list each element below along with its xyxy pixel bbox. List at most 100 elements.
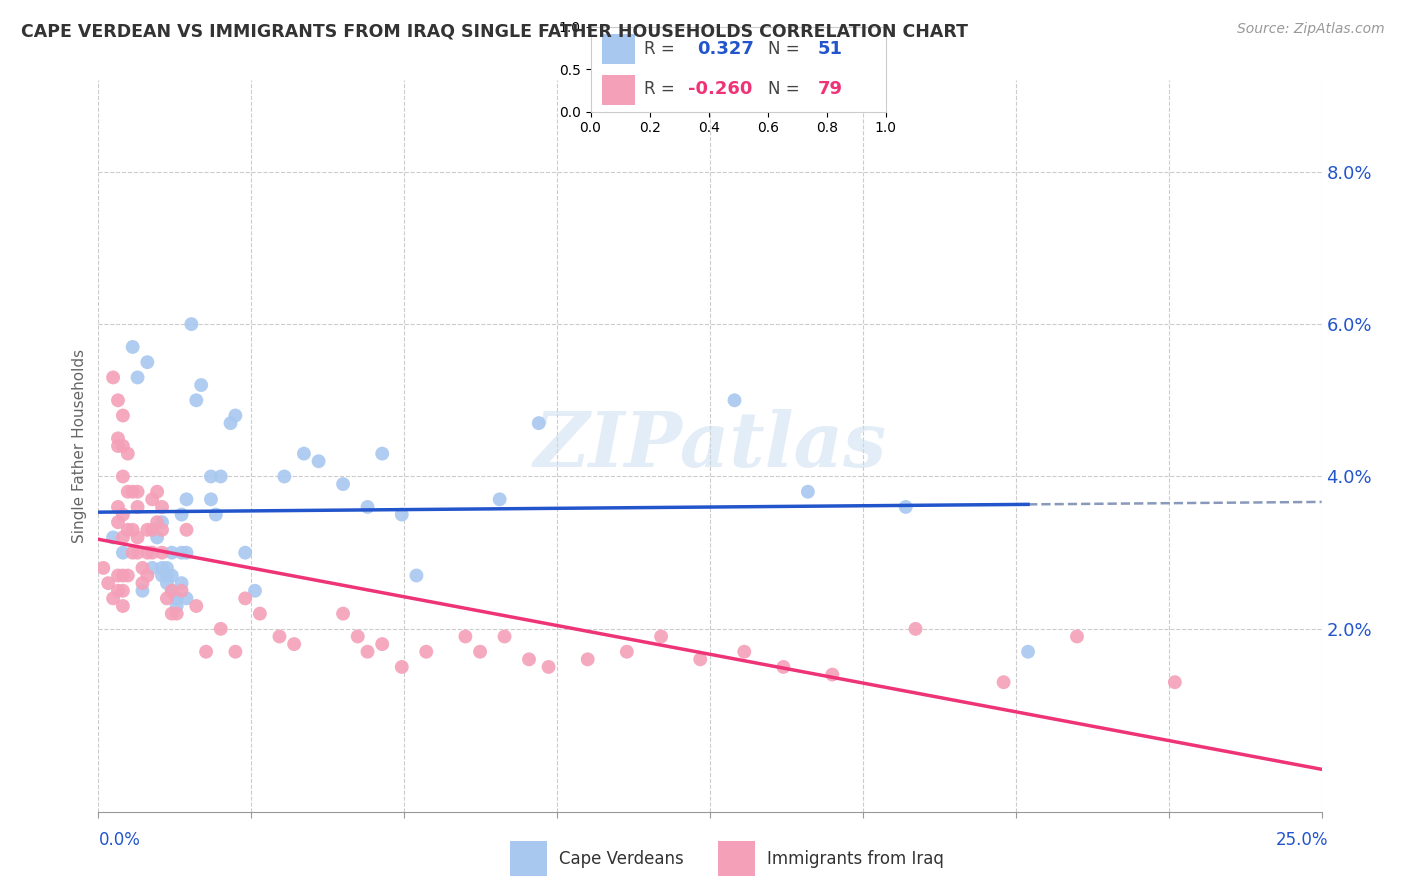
Point <box>517 652 540 666</box>
Point <box>141 561 163 575</box>
Point <box>141 492 163 507</box>
Point <box>1017 645 1039 659</box>
Point <box>494 630 516 644</box>
Point <box>131 561 153 575</box>
Point <box>156 576 179 591</box>
Point <box>454 630 477 644</box>
Point <box>821 667 844 681</box>
Point <box>146 530 169 544</box>
FancyBboxPatch shape <box>718 841 755 876</box>
Text: ZIPatlas: ZIPatlas <box>533 409 887 483</box>
Point <box>117 447 139 461</box>
Point <box>371 637 394 651</box>
Text: 25.0%: 25.0% <box>1277 831 1329 849</box>
Point <box>136 355 159 369</box>
Point <box>180 317 202 331</box>
Point <box>136 568 159 582</box>
Text: R =: R = <box>644 40 675 58</box>
Point <box>332 607 354 621</box>
Point <box>391 660 413 674</box>
Point <box>332 477 354 491</box>
Point <box>107 583 129 598</box>
Point <box>176 591 198 606</box>
Y-axis label: Single Father Households: Single Father Households <box>72 349 87 543</box>
Text: 79: 79 <box>818 80 842 98</box>
Point <box>195 645 218 659</box>
Point <box>527 416 550 430</box>
Text: 51: 51 <box>818 40 842 58</box>
Text: 0.0%: 0.0% <box>98 831 141 849</box>
Point <box>723 393 745 408</box>
Point <box>391 508 413 522</box>
Point <box>1164 675 1187 690</box>
Point <box>150 500 173 514</box>
Point <box>176 546 198 560</box>
Point <box>224 645 246 659</box>
Point <box>141 546 163 560</box>
Point <box>156 568 179 582</box>
Point <box>415 645 437 659</box>
FancyBboxPatch shape <box>510 841 547 876</box>
Point <box>166 599 188 613</box>
Text: Source: ZipAtlas.com: Source: ZipAtlas.com <box>1237 22 1385 37</box>
Point <box>576 652 599 666</box>
Point <box>904 622 927 636</box>
Point <box>356 500 378 514</box>
Point <box>111 583 134 598</box>
Point <box>283 637 305 651</box>
Point <box>190 378 212 392</box>
Text: N =: N = <box>768 40 799 58</box>
Point <box>170 576 193 591</box>
Point <box>346 630 368 644</box>
Point <box>308 454 330 468</box>
Point <box>200 492 222 507</box>
Text: N =: N = <box>768 80 799 98</box>
Text: Cape Verdeans: Cape Verdeans <box>560 849 683 868</box>
Point <box>156 561 179 575</box>
Point <box>107 568 129 582</box>
Point <box>136 546 159 560</box>
Point <box>160 568 183 582</box>
Point <box>176 492 198 507</box>
Text: -0.260: -0.260 <box>688 80 752 98</box>
Point <box>894 500 917 514</box>
Point <box>249 607 271 621</box>
Point <box>111 508 134 522</box>
Point <box>488 492 510 507</box>
Point <box>156 591 179 606</box>
Point <box>131 583 153 598</box>
Point <box>733 645 755 659</box>
Point <box>186 393 208 408</box>
Point <box>121 340 143 354</box>
Point <box>141 523 163 537</box>
Point <box>107 500 129 514</box>
Text: 0.327: 0.327 <box>697 40 754 58</box>
Point <box>160 583 183 598</box>
Point <box>91 561 114 575</box>
Point <box>121 546 143 560</box>
Point <box>127 370 149 384</box>
Point <box>170 546 193 560</box>
Point <box>121 523 143 537</box>
Text: CAPE VERDEAN VS IMMIGRANTS FROM IRAQ SINGLE FATHER HOUSEHOLDS CORRELATION CHART: CAPE VERDEAN VS IMMIGRANTS FROM IRAQ SIN… <box>21 22 969 40</box>
Point <box>117 568 139 582</box>
Point <box>537 660 560 674</box>
Point <box>993 675 1015 690</box>
Point <box>219 416 242 430</box>
Point <box>146 515 169 529</box>
Point <box>166 607 188 621</box>
Point <box>356 645 378 659</box>
Point <box>200 469 222 483</box>
Point <box>146 484 169 499</box>
Point <box>107 393 129 408</box>
Point <box>127 500 149 514</box>
Point <box>150 568 173 582</box>
Point <box>1066 630 1088 644</box>
Point <box>111 599 134 613</box>
Point <box>689 652 711 666</box>
Point <box>160 583 183 598</box>
Point <box>131 576 153 591</box>
Point <box>233 591 256 606</box>
Point <box>292 447 315 461</box>
Point <box>107 439 129 453</box>
